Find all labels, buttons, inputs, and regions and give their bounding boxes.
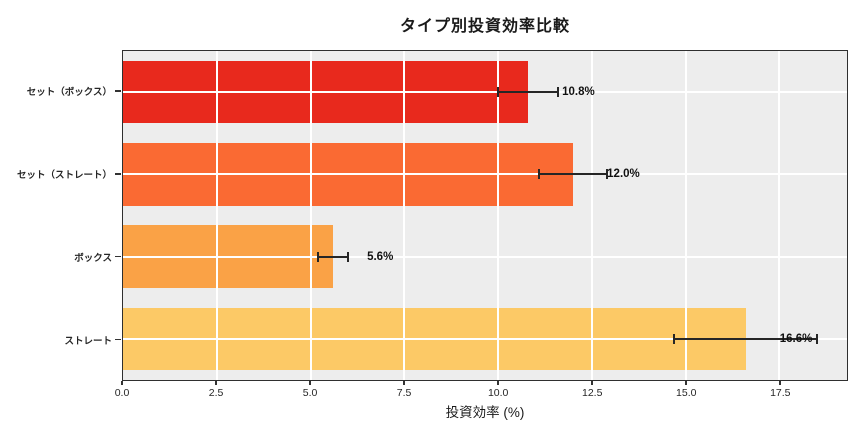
gridline-horizontal xyxy=(123,255,847,258)
x-tick-mark xyxy=(403,381,405,385)
y-tick-label: ストレート xyxy=(64,335,112,347)
error-bar xyxy=(497,87,560,98)
x-tick-label: 0.0 xyxy=(114,387,130,399)
x-tick-mark xyxy=(215,381,217,385)
plot-area: 10.8% 12.0% 5.6% 16.6% xyxy=(122,50,848,381)
x-tick-mark xyxy=(779,381,781,385)
gridline-vertical xyxy=(403,51,406,380)
y-tick-label: セット（ボックス） xyxy=(26,87,112,99)
gridline-vertical xyxy=(309,51,312,380)
x-tick-label: 15.0 xyxy=(676,387,697,399)
value-label: 10.8% xyxy=(562,86,595,99)
x-tick-mark xyxy=(591,381,593,385)
x-tick-mark xyxy=(685,381,687,385)
gridline-vertical xyxy=(497,51,500,380)
error-bar xyxy=(538,169,608,180)
gridline-horizontal xyxy=(123,173,847,176)
value-label: 16.6% xyxy=(779,332,813,345)
y-tick-label: ボックス xyxy=(74,252,112,264)
value-label: 12.0% xyxy=(607,168,640,181)
y-tick-mark xyxy=(115,255,121,258)
x-tick-mark xyxy=(121,381,123,385)
x-tick-label: 12.5 xyxy=(581,387,603,399)
x-tick-label: 10.0 xyxy=(487,387,509,399)
x-axis-label: 投資効率 (%) xyxy=(445,405,525,420)
x-tick-mark xyxy=(309,381,311,385)
gridline-vertical xyxy=(215,51,218,380)
y-tick-label: セット（ストレート） xyxy=(16,170,112,182)
gridline-vertical xyxy=(684,51,687,380)
y-tick-mark xyxy=(115,173,121,175)
gridline-vertical xyxy=(778,51,781,380)
gridline-horizontal xyxy=(123,337,847,340)
chart-title: タイプ別投資効率比較 xyxy=(399,18,570,35)
x-tick-mark xyxy=(497,381,499,385)
x-axis-tick-labels: 0.0 2.5 5.0 7.5 10.0 12.5 15.0 17.5 xyxy=(115,387,848,401)
error-bar xyxy=(317,251,350,262)
x-tick-label: 7.5 xyxy=(396,387,412,399)
y-axis-labels: セット（ボックス） セット（ストレート） ボックスストレート xyxy=(0,50,112,381)
x-axis-tick-marks xyxy=(121,381,848,386)
x-tick-label: 2.5 xyxy=(208,387,224,399)
value-label: 5.6% xyxy=(367,250,394,263)
gridline-horizontal xyxy=(123,91,847,94)
y-tick-mark xyxy=(115,338,121,341)
x-tick-label: 17.5 xyxy=(770,387,791,399)
x-tick-label: 5.0 xyxy=(302,387,318,399)
y-tick-mark xyxy=(115,90,121,92)
error-bar xyxy=(673,333,818,344)
gridline-vertical xyxy=(590,51,593,380)
y-axis-tick-marks xyxy=(115,50,122,381)
